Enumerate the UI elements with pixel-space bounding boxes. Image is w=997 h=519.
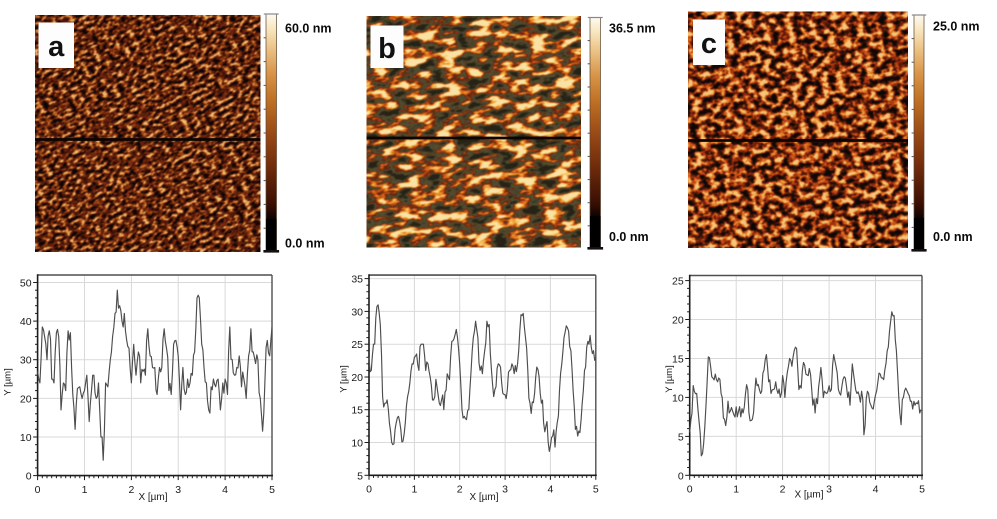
svg-text:0: 0	[678, 470, 684, 482]
svg-text:0: 0	[366, 484, 372, 496]
svg-text:4: 4	[547, 484, 553, 496]
svg-text:36.5 nm: 36.5 nm	[609, 22, 656, 36]
svg-text:25.0 nm: 25.0 nm	[933, 20, 980, 34]
svg-text:20: 20	[351, 372, 363, 384]
svg-text:2: 2	[457, 484, 463, 496]
svg-text:a: a	[48, 31, 65, 63]
svg-text:X [µm]: X [µm]	[794, 490, 823, 501]
svg-text:1: 1	[411, 484, 417, 496]
svg-text:1: 1	[733, 484, 739, 496]
svg-text:4: 4	[873, 484, 879, 496]
svg-text:50: 50	[20, 278, 32, 290]
svg-text:10: 10	[351, 438, 363, 450]
svg-text:20: 20	[672, 315, 684, 327]
svg-text:5: 5	[357, 470, 363, 482]
svg-text:X [µm]: X [µm]	[138, 492, 167, 503]
svg-text:2: 2	[128, 484, 134, 496]
svg-text:35: 35	[351, 274, 363, 286]
svg-text:0.0 nm: 0.0 nm	[933, 230, 973, 244]
svg-text:0.0 nm: 0.0 nm	[609, 230, 649, 244]
svg-text:30: 30	[351, 306, 363, 318]
svg-text:0: 0	[687, 484, 693, 496]
svg-text:Y [µm]: Y [µm]	[3, 368, 14, 395]
svg-text:15: 15	[672, 354, 684, 366]
svg-text:Y [µm]: Y [µm]	[664, 365, 675, 392]
svg-text:3: 3	[826, 484, 832, 496]
svg-text:5: 5	[919, 484, 925, 496]
svg-text:3: 3	[502, 484, 508, 496]
svg-text:25: 25	[351, 339, 363, 351]
svg-text:10: 10	[20, 432, 32, 444]
svg-text:40: 40	[20, 316, 32, 328]
svg-text:0: 0	[26, 471, 32, 483]
svg-text:4: 4	[222, 484, 228, 496]
svg-text:5: 5	[593, 484, 599, 496]
svg-text:60.0 nm: 60.0 nm	[285, 22, 332, 36]
svg-text:2: 2	[780, 484, 786, 496]
svg-text:30: 30	[20, 355, 32, 367]
svg-text:5: 5	[678, 431, 684, 443]
svg-text:0: 0	[35, 484, 41, 496]
svg-text:5: 5	[269, 484, 275, 496]
svg-text:c: c	[701, 28, 717, 60]
svg-text:1: 1	[82, 484, 88, 496]
svg-text:b: b	[378, 33, 396, 65]
svg-text:15: 15	[351, 405, 363, 417]
svg-text:20: 20	[20, 393, 32, 405]
svg-text:10: 10	[672, 392, 684, 404]
svg-text:3: 3	[175, 484, 181, 496]
svg-text:0.0 nm: 0.0 nm	[285, 237, 325, 251]
svg-text:25: 25	[672, 276, 684, 288]
svg-text:X [µm]: X [µm]	[469, 492, 498, 503]
svg-text:Y [µm]: Y [µm]	[339, 365, 350, 392]
